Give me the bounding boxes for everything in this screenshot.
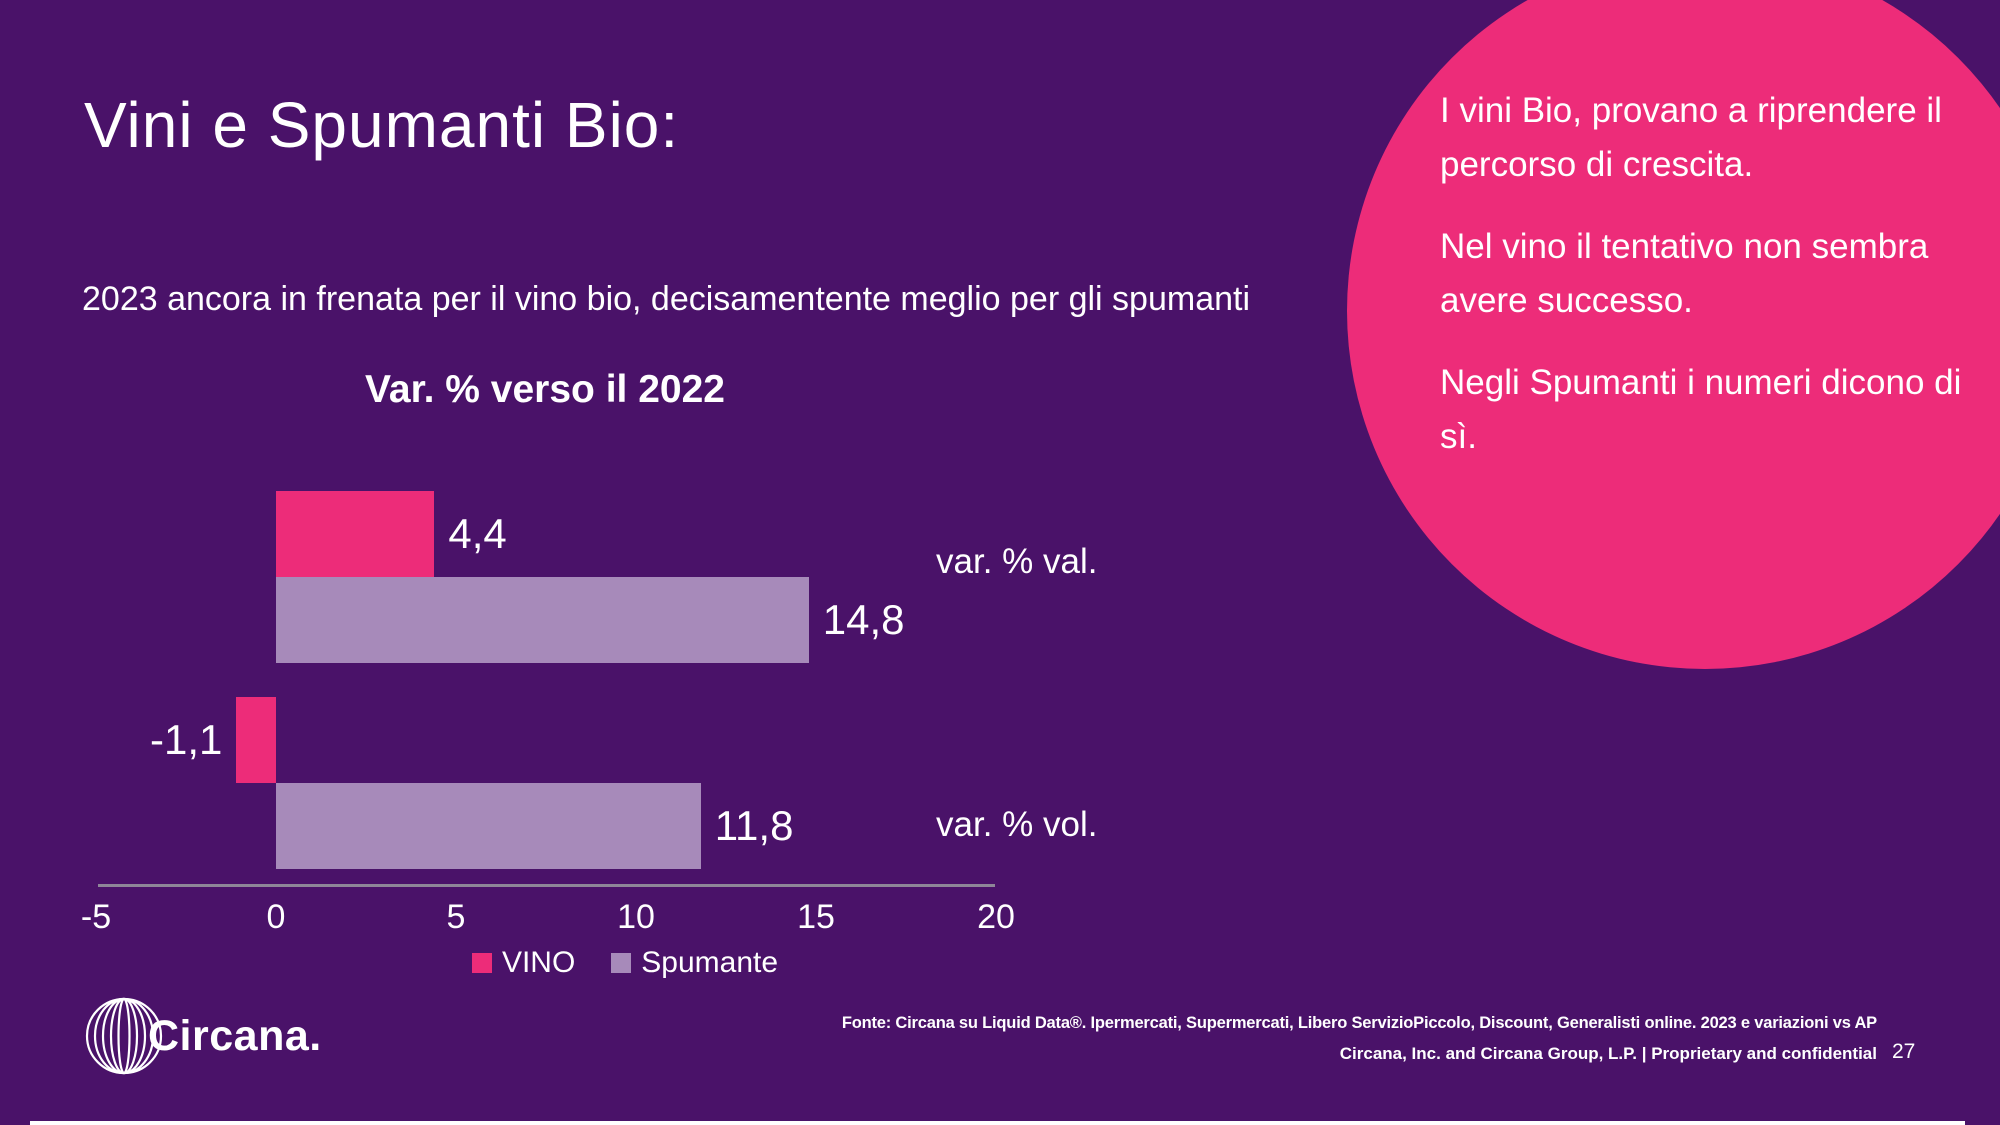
bar-spumante-varvol <box>276 783 701 869</box>
slide-subtitle: 2023 ancora in frenata per il vino bio, … <box>82 280 1251 318</box>
legend-label: VINO <box>501 946 576 979</box>
callout-paragraph: I vini Bio, provano a riprendere il perc… <box>1440 91 1942 184</box>
callout-paragraph: Nel vino il tentativo non sembra avere s… <box>1440 227 1929 320</box>
legend-swatch <box>471 953 492 973</box>
bar-vino-varvol <box>236 697 276 783</box>
legend-item-vino: VINO <box>471 946 576 980</box>
legend-label: Spumante <box>641 946 779 979</box>
legend: VINO Spumante <box>250 946 1000 980</box>
category-label: var. % val. <box>936 542 1098 581</box>
x-tick-label: 20 <box>977 898 1015 936</box>
x-tick-label: 10 <box>617 898 655 936</box>
legend-item-spumante: Spumante <box>611 946 778 980</box>
footer-source: Fonte: Circana su Liquid Data®. Ipermerc… <box>841 1014 1877 1032</box>
footer-confidential: Circana, Inc. and Circana Group, L.P. | … <box>1339 1044 1877 1063</box>
circana-logo: Circana. <box>84 996 322 1076</box>
x-tick-label: 0 <box>266 898 286 936</box>
x-tick-label: 15 <box>797 898 835 936</box>
callout-circle <box>1347 0 2000 669</box>
x-axis <box>98 884 995 887</box>
callout-paragraph: Negli Spumanti i numeri dicono di sì. <box>1440 363 1962 456</box>
x-tick-label: -5 <box>80 898 112 936</box>
bar-spumante-varval <box>276 577 809 663</box>
bar-value-label: 11,8 <box>714 802 794 849</box>
callout-text: I vini Bio, provano a riprendere il perc… <box>1440 84 2000 492</box>
logo-wordmark: Circana. <box>148 1011 322 1060</box>
chart-title: Var. % verso il 2022 <box>365 368 725 411</box>
bar-value-label: 14,8 <box>822 596 905 643</box>
page-number: 27 <box>1892 1040 1916 1063</box>
x-tick-label: 5 <box>446 898 466 936</box>
legend-swatch <box>611 953 632 973</box>
bar-vino-varval <box>276 491 435 577</box>
bar-value-label: 4,4 <box>448 510 507 557</box>
globe-icon <box>85 997 163 1075</box>
category-label: var. % vol. <box>936 805 1098 844</box>
bar-value-label: -1,1 <box>150 716 223 763</box>
bottom-accent-bar <box>30 1121 1965 1125</box>
slide-title: Vini e Spumanti Bio: <box>84 89 680 161</box>
